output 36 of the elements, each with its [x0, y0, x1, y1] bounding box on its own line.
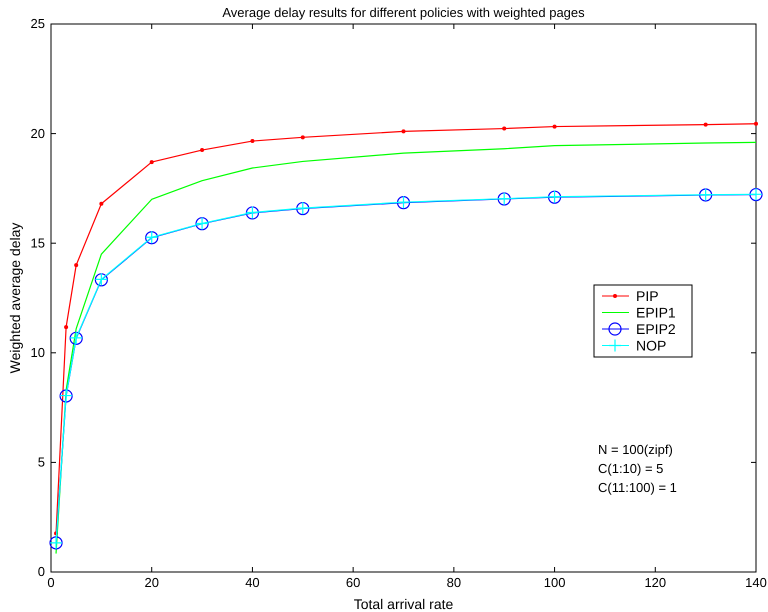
legend-label: NOP	[636, 338, 666, 354]
point	[552, 124, 557, 129]
point	[300, 135, 305, 140]
x-tick-label: 80	[446, 575, 462, 590]
point	[64, 325, 68, 330]
point	[150, 160, 154, 164]
x-tick-label: 140	[745, 575, 767, 590]
point	[200, 148, 204, 152]
x-axis-title: Total arrival rate	[354, 596, 454, 612]
point	[704, 122, 708, 127]
point	[74, 263, 78, 268]
y-tick-label: 10	[30, 344, 45, 360]
y-axis-title: Weighted average delay	[7, 222, 23, 374]
y-tick-label: 25	[30, 16, 45, 32]
x-tick-label: 0	[47, 575, 55, 590]
y-tick-label: 0	[38, 564, 45, 580]
y-tick-label: 20	[30, 126, 45, 141]
x-tick-label: 20	[144, 575, 159, 590]
annotation: C(1:10) = 5	[598, 461, 664, 476]
point	[99, 202, 104, 206]
point	[250, 139, 254, 144]
y-tick-label: 15	[30, 235, 45, 250]
annotation: C(11:100) = 1	[598, 480, 677, 495]
legend-label: EPIP2	[636, 321, 676, 337]
point	[502, 126, 506, 131]
y-tick-label: 5	[38, 454, 45, 470]
chart-title: Average delay results for different policies with weighted pages	[222, 5, 586, 20]
legend-label: EPIP1	[636, 304, 676, 320]
x-tick-label: 60	[346, 575, 360, 590]
point	[754, 122, 758, 126]
legend-label: PIP	[636, 288, 659, 304]
annotation: N = 100(zipf)	[598, 442, 673, 457]
point	[402, 129, 406, 134]
x-tick-label: 120	[644, 575, 666, 590]
x-tick-label: 100	[544, 575, 566, 590]
x-tick-label: 40	[245, 575, 260, 590]
